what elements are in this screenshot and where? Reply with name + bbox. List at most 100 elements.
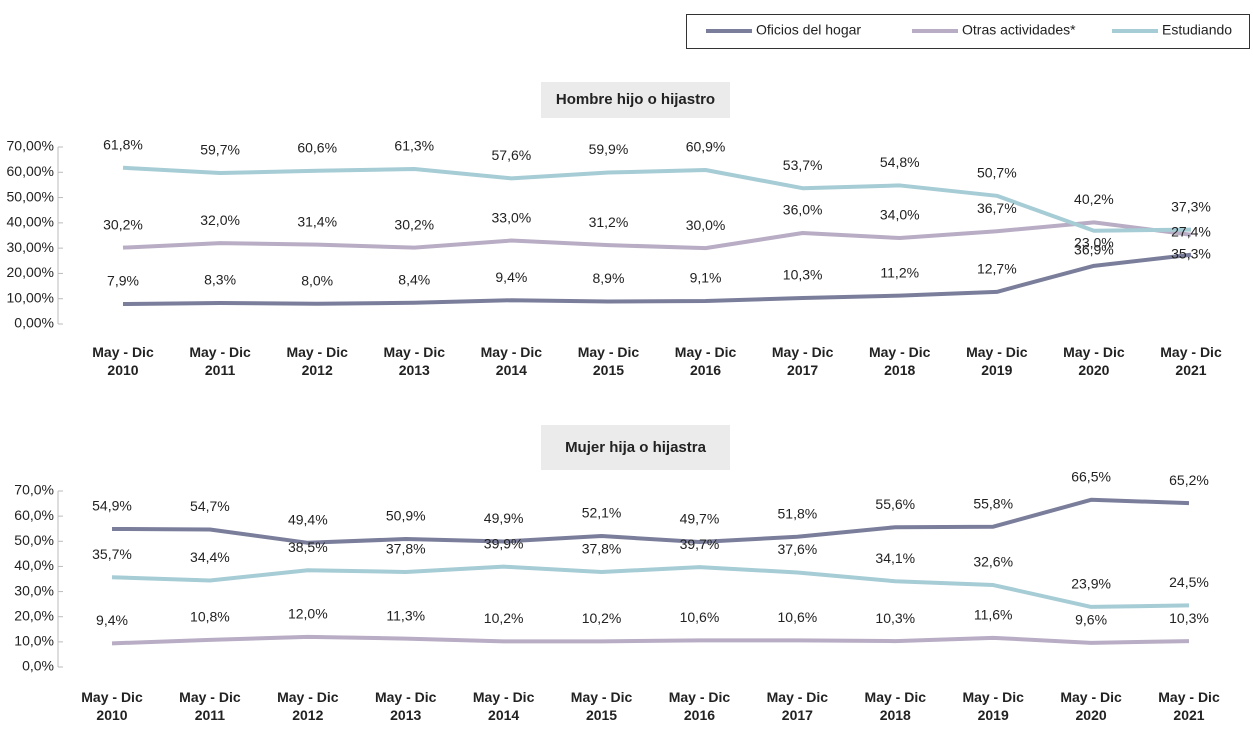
y-tick-label: 50,0% bbox=[14, 532, 54, 548]
data-label: 24,5% bbox=[1169, 574, 1209, 590]
y-tick-label: 60,00% bbox=[7, 163, 54, 179]
y-tick-label: 20,0% bbox=[14, 607, 54, 623]
y-tick-label: 10,0% bbox=[14, 633, 54, 649]
data-label: 36,9% bbox=[1074, 241, 1114, 257]
x-tick-label: May - Dic 2017 bbox=[766, 689, 829, 723]
chart-title: Mujer hija o hijastra bbox=[541, 425, 730, 470]
x-tick-label: May - Dic 2010 bbox=[92, 344, 154, 378]
x-tick-label: May - Dic 2011 bbox=[189, 344, 251, 378]
data-label: 11,3% bbox=[386, 607, 425, 623]
data-label: 10,3% bbox=[875, 610, 915, 626]
x-tick-label: May - Dic 2014 bbox=[472, 689, 535, 723]
data-label: 59,7% bbox=[200, 142, 240, 158]
data-label: 38,5% bbox=[288, 539, 328, 555]
data-label: 37,8% bbox=[582, 541, 622, 557]
data-label: 8,4% bbox=[398, 271, 430, 287]
y-tick-label: 40,0% bbox=[14, 557, 54, 573]
chart-title: Hombre hijo o hijastro bbox=[541, 82, 730, 118]
x-tick-label: May - Dic 2021 bbox=[1160, 344, 1222, 378]
y-tick-label: 30,0% bbox=[14, 582, 54, 598]
y-tick-label: 50,00% bbox=[7, 188, 54, 204]
x-tick-label: May - Dic 2015 bbox=[577, 344, 640, 378]
data-label: 9,4% bbox=[96, 612, 128, 628]
x-tick-label: May - Dic 2016 bbox=[668, 689, 731, 723]
data-label: 34,1% bbox=[875, 550, 915, 566]
series-line bbox=[122, 220, 1192, 251]
legend-label: Oficios del hogar bbox=[756, 22, 861, 38]
data-label: 10,2% bbox=[484, 610, 524, 626]
data-label: 31,2% bbox=[589, 214, 629, 230]
data-label: 66,5% bbox=[1071, 469, 1111, 485]
data-label: 55,8% bbox=[973, 495, 1013, 511]
data-label: 35,7% bbox=[92, 546, 132, 562]
data-label: 10,3% bbox=[783, 267, 823, 283]
data-label: 30,0% bbox=[686, 217, 726, 233]
legend-label: Otras actividades* bbox=[962, 22, 1076, 38]
y-tick-label: 40,00% bbox=[7, 214, 54, 230]
series-line bbox=[111, 564, 1190, 609]
data-label: 50,7% bbox=[977, 165, 1017, 181]
x-tick-label: May - Dic 2016 bbox=[674, 344, 737, 378]
data-label: 36,7% bbox=[977, 200, 1017, 216]
y-tick-label: 10,00% bbox=[7, 289, 54, 305]
data-label: 30,2% bbox=[394, 216, 434, 232]
x-tick-label: May - Dic 2019 bbox=[962, 689, 1024, 723]
x-tick-label: May - Dic 2010 bbox=[81, 689, 143, 723]
data-label: 52,1% bbox=[582, 505, 622, 521]
series-line bbox=[122, 252, 1192, 307]
data-label: 11,2% bbox=[880, 264, 919, 280]
data-label: 9,4% bbox=[495, 269, 527, 285]
data-label: 49,4% bbox=[288, 511, 328, 527]
data-label: 8,0% bbox=[301, 272, 333, 288]
data-label: 36,0% bbox=[783, 202, 823, 218]
series-line bbox=[111, 634, 1190, 646]
y-tick-label: 60,0% bbox=[14, 507, 54, 523]
y-tick-label: 0,0% bbox=[22, 658, 54, 674]
data-label: 32,0% bbox=[200, 212, 240, 228]
data-label: 10,2% bbox=[582, 610, 622, 626]
series-line bbox=[122, 165, 1192, 233]
data-label: 12,0% bbox=[288, 606, 328, 622]
x-tick-label: May - Dic 2013 bbox=[374, 689, 437, 723]
x-tick-label: May - Dic 2018 bbox=[868, 344, 931, 378]
data-label: 32,6% bbox=[973, 554, 1013, 570]
series-line bbox=[111, 497, 1190, 545]
x-tick-label: May - Dic 2013 bbox=[383, 344, 445, 378]
data-label: 61,8% bbox=[103, 136, 143, 152]
data-label: 31,4% bbox=[297, 213, 337, 229]
data-label: 30,2% bbox=[103, 216, 143, 232]
data-label: 33,0% bbox=[492, 209, 532, 225]
data-label: 35,3% bbox=[1171, 245, 1211, 261]
legend-label: Estudiando bbox=[1162, 22, 1232, 38]
data-label: 54,9% bbox=[92, 498, 132, 514]
data-label: 53,7% bbox=[783, 157, 823, 173]
data-label: 9,1% bbox=[690, 270, 722, 286]
x-tick-label: May - Dic 2017 bbox=[771, 344, 834, 378]
data-label: 59,9% bbox=[589, 141, 629, 157]
y-tick-label: 70,0% bbox=[14, 482, 54, 498]
x-tick-label: May - Dic 2015 bbox=[570, 689, 633, 723]
data-label: 9,6% bbox=[1075, 612, 1107, 628]
data-label: 54,7% bbox=[190, 498, 230, 514]
data-label: 23,0% bbox=[1074, 235, 1114, 251]
data-label: 10,8% bbox=[190, 609, 230, 625]
data-label: 40,2% bbox=[1074, 191, 1114, 207]
data-label: 34,0% bbox=[880, 207, 920, 223]
data-label: 27,4% bbox=[1171, 223, 1211, 239]
data-label: 55,6% bbox=[875, 496, 915, 512]
data-label: 12,7% bbox=[977, 261, 1017, 277]
data-label: 50,9% bbox=[386, 508, 426, 524]
y-tick-label: 20,00% bbox=[7, 264, 54, 280]
data-label: 37,8% bbox=[386, 541, 426, 557]
x-tick-label: May - Dic 2020 bbox=[1060, 689, 1122, 723]
data-label: 11,6% bbox=[974, 607, 1013, 623]
data-label: 8,3% bbox=[204, 272, 236, 288]
data-label: 37,6% bbox=[778, 541, 818, 557]
data-label: 8,9% bbox=[592, 270, 624, 286]
x-tick-label: May - Dic 2018 bbox=[864, 689, 926, 723]
data-label: 61,3% bbox=[394, 138, 434, 154]
data-label: 10,3% bbox=[1169, 610, 1209, 626]
x-tick-label: May - Dic 2012 bbox=[277, 689, 339, 723]
